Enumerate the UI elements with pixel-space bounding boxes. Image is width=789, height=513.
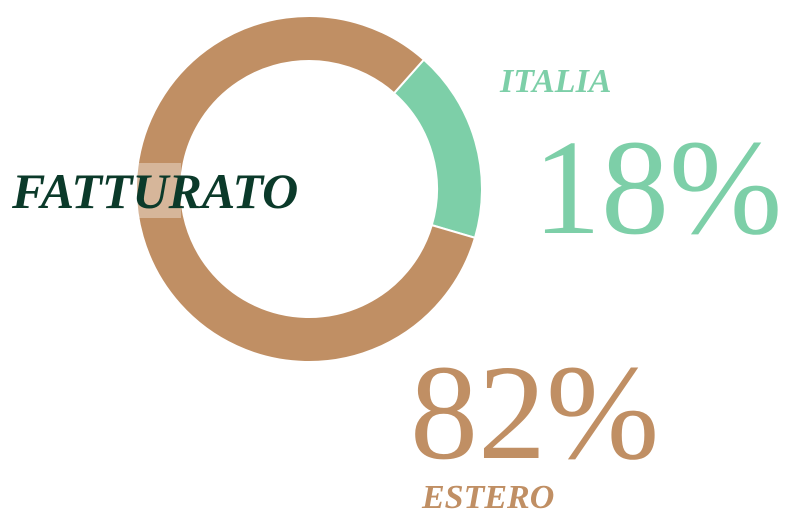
slices bbox=[135, 15, 483, 363]
category-label: ESTERO bbox=[421, 479, 554, 513]
title-highlight bbox=[137, 163, 181, 218]
value-label: 18% bbox=[533, 113, 782, 263]
chart-title: FATTURATO bbox=[11, 163, 298, 219]
slice bbox=[135, 15, 477, 363]
category-label: ITALIA bbox=[499, 63, 611, 100]
slice bbox=[392, 58, 483, 240]
value-label: 82% bbox=[410, 338, 659, 488]
